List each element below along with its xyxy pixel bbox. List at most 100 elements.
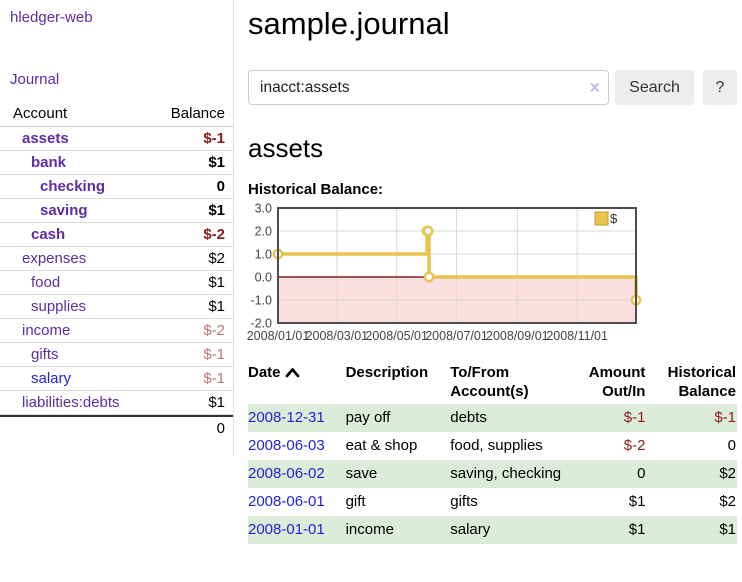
sort-ascending-icon xyxy=(285,364,300,383)
svg-text:2008/07/01: 2008/07/01 xyxy=(425,329,488,343)
account-row: expenses $2 xyxy=(0,247,233,271)
sidebar-account-salary[interactable]: salary xyxy=(31,370,72,387)
accounts-tree: Account Balance assets $-1 bank $1 check… xyxy=(0,101,233,440)
clear-search-icon[interactable]: × xyxy=(589,76,600,97)
sidebar-account-checking[interactable]: checking xyxy=(40,178,106,195)
sidebar-account-assets[interactable]: assets xyxy=(22,130,69,147)
sidebar-account-income[interactable]: income xyxy=(22,322,71,339)
register-amount: $-2 xyxy=(623,437,646,454)
register-date-link[interactable]: 2008-06-02 xyxy=(248,465,325,482)
register-balance: 0 xyxy=(727,437,736,454)
register-header-amount: Amount Out/In xyxy=(588,364,646,400)
register-header-balance: Historical Balance xyxy=(667,364,736,400)
register-header-description: Description xyxy=(345,364,429,381)
svg-text:2.0: 2.0 xyxy=(255,225,272,239)
account-row: assets $-1 xyxy=(0,127,233,151)
register-row: 2008-01-01 income salary $1 $1 xyxy=(248,516,737,544)
sidebar-item-journal[interactable]: Journal xyxy=(10,71,60,88)
main-content: sample.journal × Search ? assets Histori… xyxy=(234,0,742,544)
account-row: food $1 xyxy=(0,271,233,295)
app-title-link[interactable]: hledger-web xyxy=(10,9,93,26)
account-row: income $-2 xyxy=(0,319,233,343)
svg-text:2008/09/01: 2008/09/01 xyxy=(486,329,549,343)
account-balance: $1 xyxy=(208,274,225,291)
account-balance: $-1 xyxy=(203,370,225,387)
account-balance: $-1 xyxy=(203,346,225,363)
account-row: checking 0 xyxy=(0,175,233,199)
svg-text:-1.0: -1.0 xyxy=(250,294,272,308)
account-heading: assets xyxy=(248,133,324,163)
register-description: gift xyxy=(345,493,366,510)
register-balance: $2 xyxy=(646,460,737,488)
account-balance: $-2 xyxy=(203,322,225,339)
svg-text:3.0: 3.0 xyxy=(255,203,272,216)
svg-text:$: $ xyxy=(610,211,618,226)
svg-text:2008/05/01: 2008/05/01 xyxy=(365,329,428,343)
account-balance: $1 xyxy=(208,394,225,411)
svg-text:-2.0: -2.0 xyxy=(250,317,272,331)
register-amount: $1 xyxy=(628,493,646,510)
register-description: eat & shop xyxy=(345,437,418,454)
register-balance: $1 xyxy=(646,516,737,544)
search-form: × Search ? xyxy=(248,70,737,105)
sidebar-account-liabilities-debts[interactable]: liabilities:debts xyxy=(22,394,120,411)
sidebar-account-bank[interactable]: bank xyxy=(31,154,67,171)
register-header-date[interactable]: Date xyxy=(248,361,346,404)
register-amount: $-1 xyxy=(566,404,647,432)
account-row: liabilities:debts $1 xyxy=(0,391,233,415)
account-balance: 0 xyxy=(216,178,225,195)
svg-text:2008/01/01: 2008/01/01 xyxy=(247,329,310,343)
date-header-label: Date xyxy=(248,364,281,381)
help-button[interactable]: ? xyxy=(703,70,737,105)
register-balance: $2 xyxy=(719,493,736,510)
sidebar-account-cash[interactable]: cash xyxy=(31,226,66,243)
accounts-header: Account Balance xyxy=(0,101,233,127)
account-row: saving $1 xyxy=(0,199,233,223)
account-balance: $-2 xyxy=(203,226,225,243)
historical-balance-chart: $3.0 2.0 1.0 0.0 -1.0 -2.0 2008/01/01 2008/03/0… xyxy=(246,203,737,345)
account-balance: $1 xyxy=(208,154,225,171)
accounts-header-balance: Balance xyxy=(170,105,225,122)
register-accounts: gifts xyxy=(450,493,478,510)
account-row: bank $1 xyxy=(0,151,233,175)
register-description: pay off xyxy=(345,404,451,432)
sidebar-account-saving[interactable]: saving xyxy=(40,202,88,219)
account-balance: $-1 xyxy=(203,130,225,147)
account-balance: $1 xyxy=(208,298,225,315)
account-balance: $2 xyxy=(208,250,225,267)
page-title: sample.journal xyxy=(248,6,450,41)
register-date-link[interactable]: 2008-06-03 xyxy=(248,437,325,454)
account-row: gifts $-1 xyxy=(0,343,233,367)
search-input[interactable] xyxy=(248,70,609,105)
sidebar-account-supplies[interactable]: supplies xyxy=(31,298,87,315)
svg-text:0.0: 0.0 xyxy=(255,271,272,285)
register-accounts: salary xyxy=(450,516,567,544)
sidebar-account-expenses[interactable]: expenses xyxy=(22,250,87,267)
register-description: save xyxy=(345,460,451,488)
svg-text:2008/11/01: 2008/11/01 xyxy=(546,329,608,343)
register-row: 2008-06-01 gift gifts $1 $2 xyxy=(248,488,737,516)
register-date-link[interactable]: 2008-12-31 xyxy=(248,409,325,426)
register-accounts: saving, checking xyxy=(450,460,567,488)
register-accounts: debts xyxy=(450,404,567,432)
search-button[interactable]: Search xyxy=(615,70,694,105)
svg-text:2008/03/01: 2008/03/01 xyxy=(306,329,369,343)
account-row: supplies $1 xyxy=(0,295,233,319)
sidebar-account-gifts[interactable]: gifts xyxy=(31,346,59,363)
account-row: salary $-1 xyxy=(0,367,233,391)
register-header-accounts: To/From Account(s) xyxy=(450,364,529,400)
sidebar-account-food[interactable]: food xyxy=(31,274,61,291)
chart-heading: Historical Balance: xyxy=(248,181,384,198)
register-date-link[interactable]: 2008-01-01 xyxy=(248,521,325,538)
svg-text:1.0: 1.0 xyxy=(255,248,272,262)
sidebar: hledger-web Journal Account Balance asse… xyxy=(0,0,234,456)
register-accounts: food, supplies xyxy=(450,437,543,454)
register-row: 2008-06-02 save saving, checking 0 $2 xyxy=(248,460,737,488)
register-header-row: Date Description To/From Account(s) Amou… xyxy=(248,361,737,404)
chart-canvas: $3.0 2.0 1.0 0.0 -1.0 -2.02008/01/012008/03/0… xyxy=(247,203,642,343)
register-date-link[interactable]: 2008-06-01 xyxy=(248,493,325,510)
account-balance: $1 xyxy=(208,202,225,219)
accounts-header-account: Account xyxy=(13,105,68,122)
register-table: Date Description To/From Account(s) Amou… xyxy=(248,361,737,544)
